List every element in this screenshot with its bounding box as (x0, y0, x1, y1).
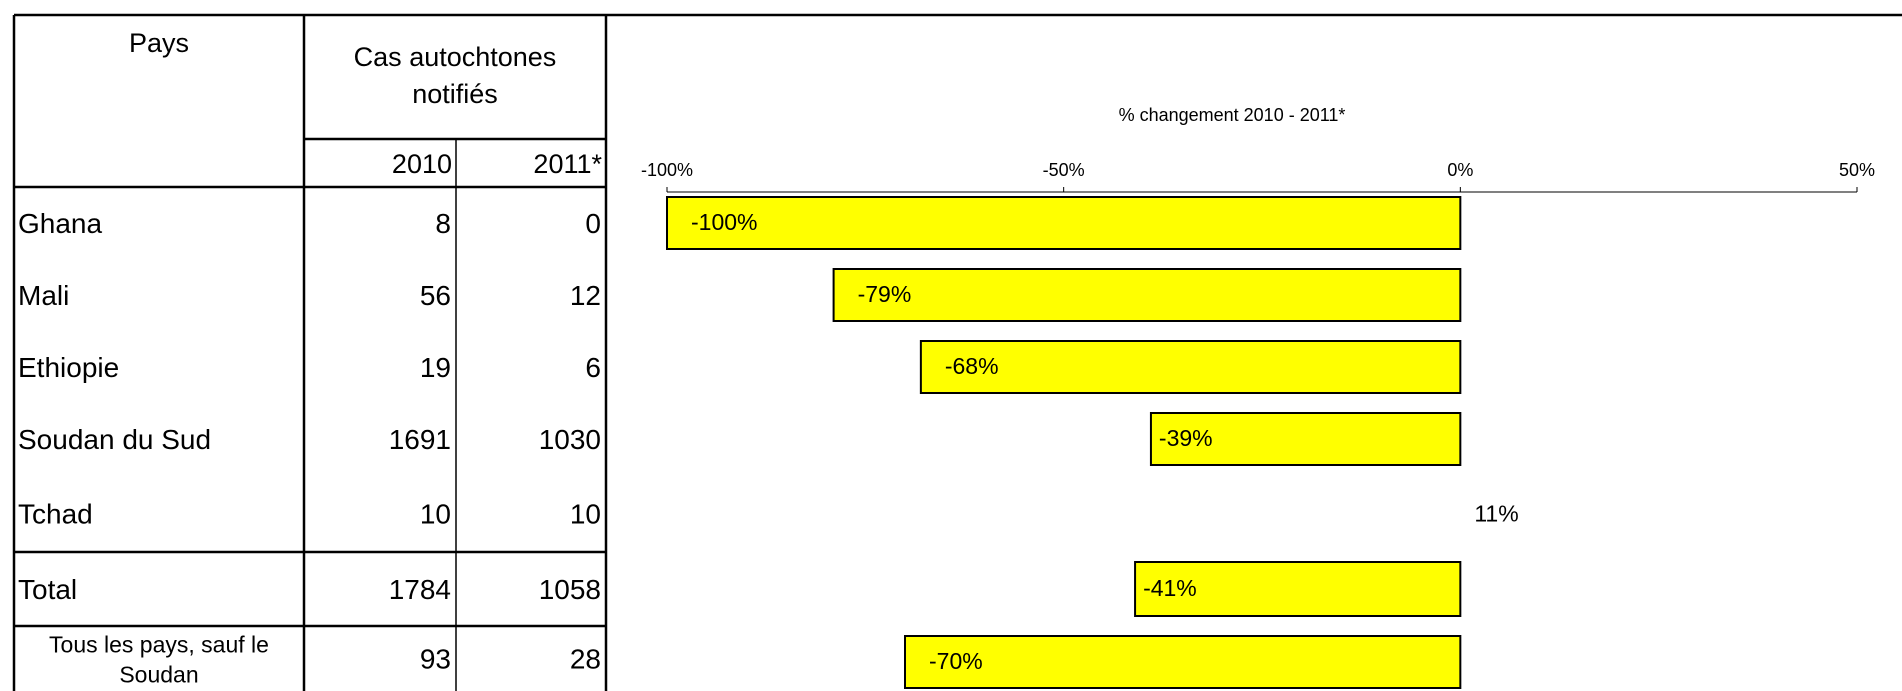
bar-data-label: 11% (1474, 501, 1518, 527)
header-cases-line-2: notifiés (412, 79, 498, 109)
row-cases-2010: 56 (420, 280, 451, 311)
row-country-line-2: Soudan (119, 662, 198, 688)
header-year-2010: 2010 (392, 149, 452, 179)
row-country: Tchad (18, 499, 93, 530)
row-cases-2010: 1784 (389, 574, 451, 605)
bar-data-label: -41% (1143, 575, 1197, 601)
bar-data-label: -68% (945, 353, 999, 379)
row-cases-2011: 1030 (539, 424, 601, 455)
row-cases-2011: 10 (570, 499, 601, 530)
bar (832, 268, 1462, 322)
x-tick-label: 0% (1447, 160, 1473, 180)
row-cases-2010: 10 (420, 499, 451, 530)
header-year-2011: 2011* (533, 149, 602, 179)
x-tick-label: -100% (641, 160, 693, 180)
chart-title: % changement 2010 - 2011* (1119, 105, 1346, 125)
row-cases-2010: 19 (420, 352, 451, 383)
row-country: Soudan du Sud (18, 424, 211, 455)
bar (666, 196, 1462, 250)
row-country: Ethiopie (18, 352, 119, 383)
x-tick-label: 50% (1839, 160, 1875, 180)
header-cases-line-1: Cas autochtones (354, 42, 557, 72)
row-cases-2011: 12 (570, 280, 601, 311)
row-country: Mali (18, 280, 69, 311)
bar-data-label: -79% (858, 281, 912, 307)
bar-data-label: -39% (1159, 425, 1213, 451)
row-cases-2011: 0 (585, 208, 601, 239)
bar (1134, 561, 1462, 617)
row-country: Total (18, 574, 77, 605)
row-cases-2011: 6 (585, 352, 601, 383)
row-cases-2010: 1691 (389, 424, 451, 455)
header-country: Pays (129, 28, 189, 58)
row-cases-2011: 28 (570, 644, 601, 675)
row-cases-2011: 1058 (539, 574, 601, 605)
bar (1149, 412, 1462, 466)
bar (904, 635, 1462, 689)
row-country: Ghana (18, 208, 102, 239)
x-tick-label: -50% (1043, 160, 1085, 180)
row-country-line-1: Tous les pays, sauf le (49, 632, 269, 658)
row-cases-2010: 8 (435, 208, 451, 239)
bar-data-label: -70% (929, 648, 983, 674)
bar-data-label: -100% (691, 209, 757, 235)
row-cases-2010: 93 (420, 644, 451, 675)
bar (919, 340, 1462, 394)
